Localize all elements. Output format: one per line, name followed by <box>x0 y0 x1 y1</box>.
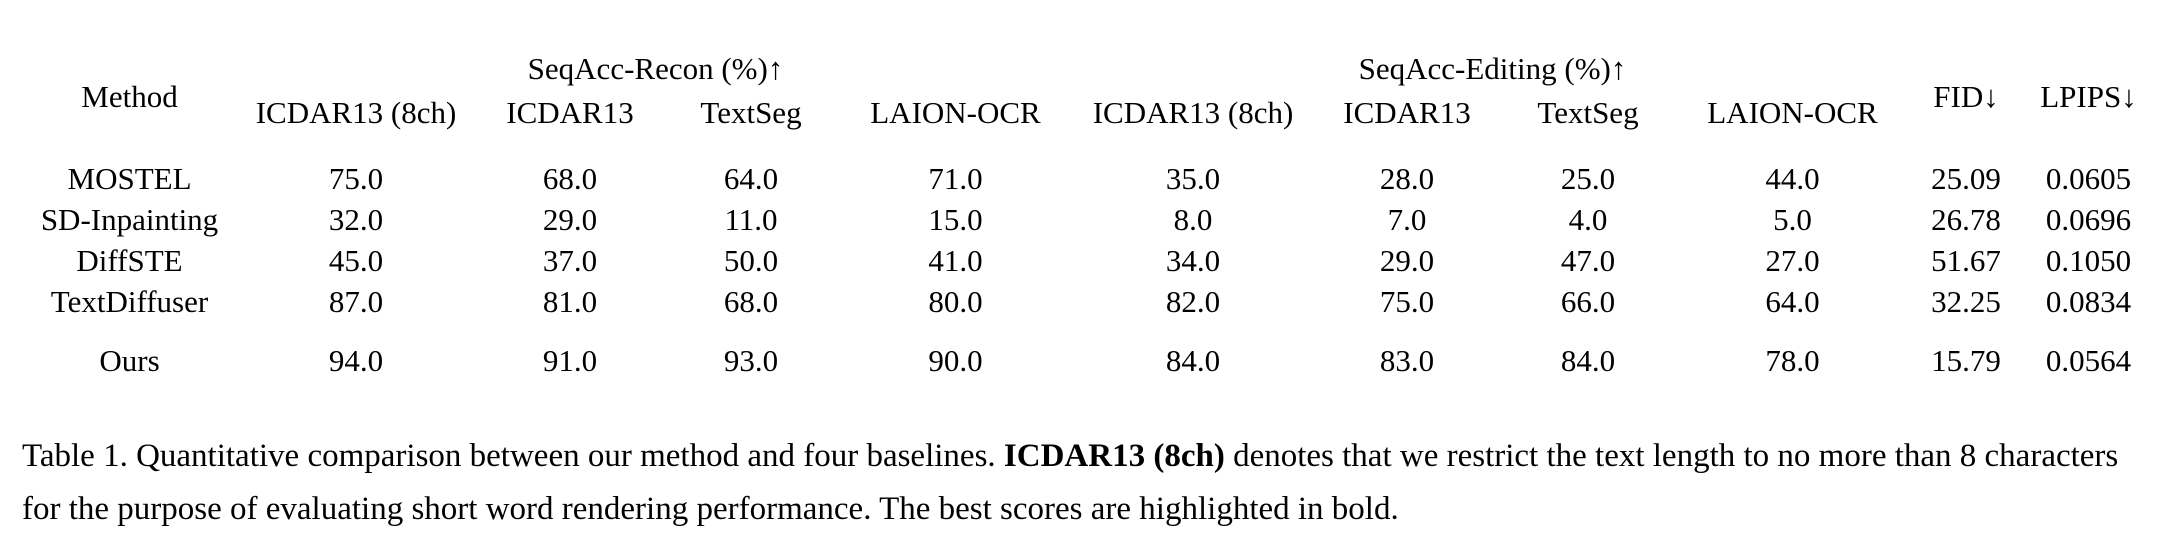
cell-editing-icdar13-8ch: 82.0 <box>1165 284 1221 319</box>
cell-lpips: 0.1050 <box>2045 243 2132 278</box>
cell-method: TextDiffuser <box>50 284 209 319</box>
cell-fid: 51.67 <box>1931 243 2001 278</box>
caption-part-two: denotes that we restrict the text length… <box>22 438 2119 528</box>
cell-editing-laion-ocr: 78.0 <box>1765 343 1820 378</box>
pre-highlight-gap <box>22 322 2156 331</box>
cell-recon-laion-ocr: 41.0 <box>928 243 983 278</box>
cell-recon-textseg: 11.0 <box>724 202 778 237</box>
caption-part-one: Quantitative comparison between our meth… <box>136 438 996 474</box>
cell-editing-textseg: 4.0 <box>1568 202 1608 237</box>
cell-lpips: 0.0564 <box>2045 343 2132 378</box>
cell-editing-icdar13: 83.0 <box>1379 343 1435 378</box>
table-row-ours: Ours 94.0 91.0 93.0 90.0 84.0 83.0 84.0 … <box>22 340 2156 381</box>
cell-lpips: 0.0605 <box>2045 161 2132 196</box>
column-header-recon-laion-ocr: LAION-OCR <box>870 94 1041 130</box>
table-row: MOSTEL 75.0 68.0 64.0 71.0 35.0 28.0 25.… <box>22 158 2156 199</box>
column-header-lpips: LPIPS↓ <box>2040 79 2137 114</box>
column-header-recon-icdar13-8ch: ICDAR13 (8ch) <box>255 94 457 130</box>
cell-editing-laion-ocr: 44.0 <box>1765 161 1820 196</box>
cell-method: MOSTEL <box>67 161 192 196</box>
cell-recon-icdar13: 29.0 <box>542 202 598 237</box>
cell-recon-laion-ocr: 90.0 <box>928 343 983 378</box>
cell-recon-icdar13: 91.0 <box>542 343 598 378</box>
cell-recon-icdar13-8ch: 75.0 <box>328 161 384 196</box>
cell-editing-icdar13: 7.0 <box>1387 202 1427 237</box>
cell-recon-icdar13-8ch: 94.0 <box>328 343 384 378</box>
cell-fid: 32.25 <box>1931 284 2001 319</box>
caption-label: Table 1. <box>22 438 128 474</box>
cell-recon-laion-ocr: 80.0 <box>928 284 983 319</box>
cell-recon-icdar13-8ch: 87.0 <box>328 284 384 319</box>
cell-recon-textseg: 64.0 <box>723 161 779 196</box>
cell-recon-icdar13: 37.0 <box>542 243 598 278</box>
column-header-editing-icdar13-8ch: ICDAR13 (8ch) <box>1092 94 1294 130</box>
column-header-editing-icdar13: ICDAR13 <box>1343 94 1471 130</box>
column-header-fid: FID↓ <box>1933 79 1999 114</box>
cell-recon-icdar13: 68.0 <box>542 161 598 196</box>
cell-editing-icdar13-8ch: 8.0 <box>1173 202 1213 237</box>
table-caption: Table 1. Quantitative comparison between… <box>22 430 2156 537</box>
group-header-row: Method SeqAcc-Recon (%)↑ SeqAcc-Editing … <box>22 51 2156 112</box>
cell-editing-laion-ocr: 5.0 <box>1773 202 1812 237</box>
cell-recon-laion-ocr: 15.0 <box>928 202 983 237</box>
cell-editing-laion-ocr: 64.0 <box>1765 284 1820 319</box>
cell-recon-textseg: 50.0 <box>723 243 779 278</box>
table-row: TextDiffuser 87.0 81.0 68.0 80.0 82.0 75… <box>22 281 2156 322</box>
results-table-wrapper: Method SeqAcc-Recon (%)↑ SeqAcc-Editing … <box>22 44 2156 390</box>
cell-editing-icdar13-8ch: 34.0 <box>1165 243 1221 278</box>
cell-editing-textseg: 66.0 <box>1560 284 1616 319</box>
cell-lpips: 0.0834 <box>2045 284 2132 319</box>
cell-method: Ours <box>99 343 160 378</box>
cell-editing-laion-ocr: 27.0 <box>1765 243 1820 278</box>
cell-editing-icdar13: 28.0 <box>1379 161 1435 196</box>
bottom-rule-gap <box>22 381 2156 390</box>
cell-recon-textseg: 68.0 <box>723 284 779 319</box>
cell-method: DiffSTE <box>76 243 183 278</box>
top-rule-gap <box>22 44 2156 53</box>
cell-editing-icdar13-8ch: 84.0 <box>1165 343 1221 378</box>
caption-bold-term: ICDAR13 (8ch) <box>1003 438 1225 474</box>
cell-recon-laion-ocr: 71.0 <box>928 161 983 196</box>
cell-recon-icdar13: 81.0 <box>542 284 598 319</box>
cell-editing-icdar13: 75.0 <box>1379 284 1435 319</box>
cell-editing-icdar13-8ch: 35.0 <box>1165 161 1221 196</box>
cell-editing-icdar13: 29.0 <box>1379 243 1435 278</box>
cell-recon-icdar13-8ch: 32.0 <box>328 202 384 237</box>
cell-method: SD-Inpainting <box>40 202 219 237</box>
cell-editing-textseg: 84.0 <box>1560 343 1616 378</box>
column-header-method: Method <box>81 79 178 114</box>
highlight-top-gap <box>22 331 2156 340</box>
cell-fid: 26.78 <box>1931 202 2001 237</box>
column-group-header-seqacc-editing: SeqAcc-Editing (%)↑ <box>1358 51 1627 86</box>
column-header-recon-icdar13: ICDAR13 <box>506 94 634 130</box>
header-rule-gap <box>22 140 2156 149</box>
column-header-editing-laion-ocr: LAION-OCR <box>1707 94 1878 130</box>
cell-recon-icdar13-8ch: 45.0 <box>328 243 384 278</box>
cell-editing-textseg: 47.0 <box>1560 243 1616 278</box>
body-top-gap <box>22 149 2156 158</box>
cell-fid: 25.09 <box>1931 161 2001 196</box>
cell-lpips: 0.0696 <box>2045 202 2132 237</box>
cell-fid: 15.79 <box>1931 343 2001 378</box>
column-header-recon-textseg: TextSeg <box>700 94 802 130</box>
results-table: Method SeqAcc-Recon (%)↑ SeqAcc-Editing … <box>22 44 2156 390</box>
cell-recon-textseg: 93.0 <box>723 343 779 378</box>
column-header-editing-textseg: TextSeg <box>1537 94 1639 130</box>
table-row: SD-Inpainting 32.0 29.0 11.0 15.0 8.0 7.… <box>22 199 2156 240</box>
cell-editing-textseg: 25.0 <box>1560 161 1616 196</box>
table-row: DiffSTE 45.0 37.0 50.0 41.0 34.0 29.0 47… <box>22 240 2156 281</box>
column-group-header-seqacc-recon: SeqAcc-Recon (%)↑ <box>527 51 784 86</box>
sub-header-row: ICDAR13 (8ch) ICDAR13 TextSeg LAION-OCR … <box>22 84 2156 140</box>
